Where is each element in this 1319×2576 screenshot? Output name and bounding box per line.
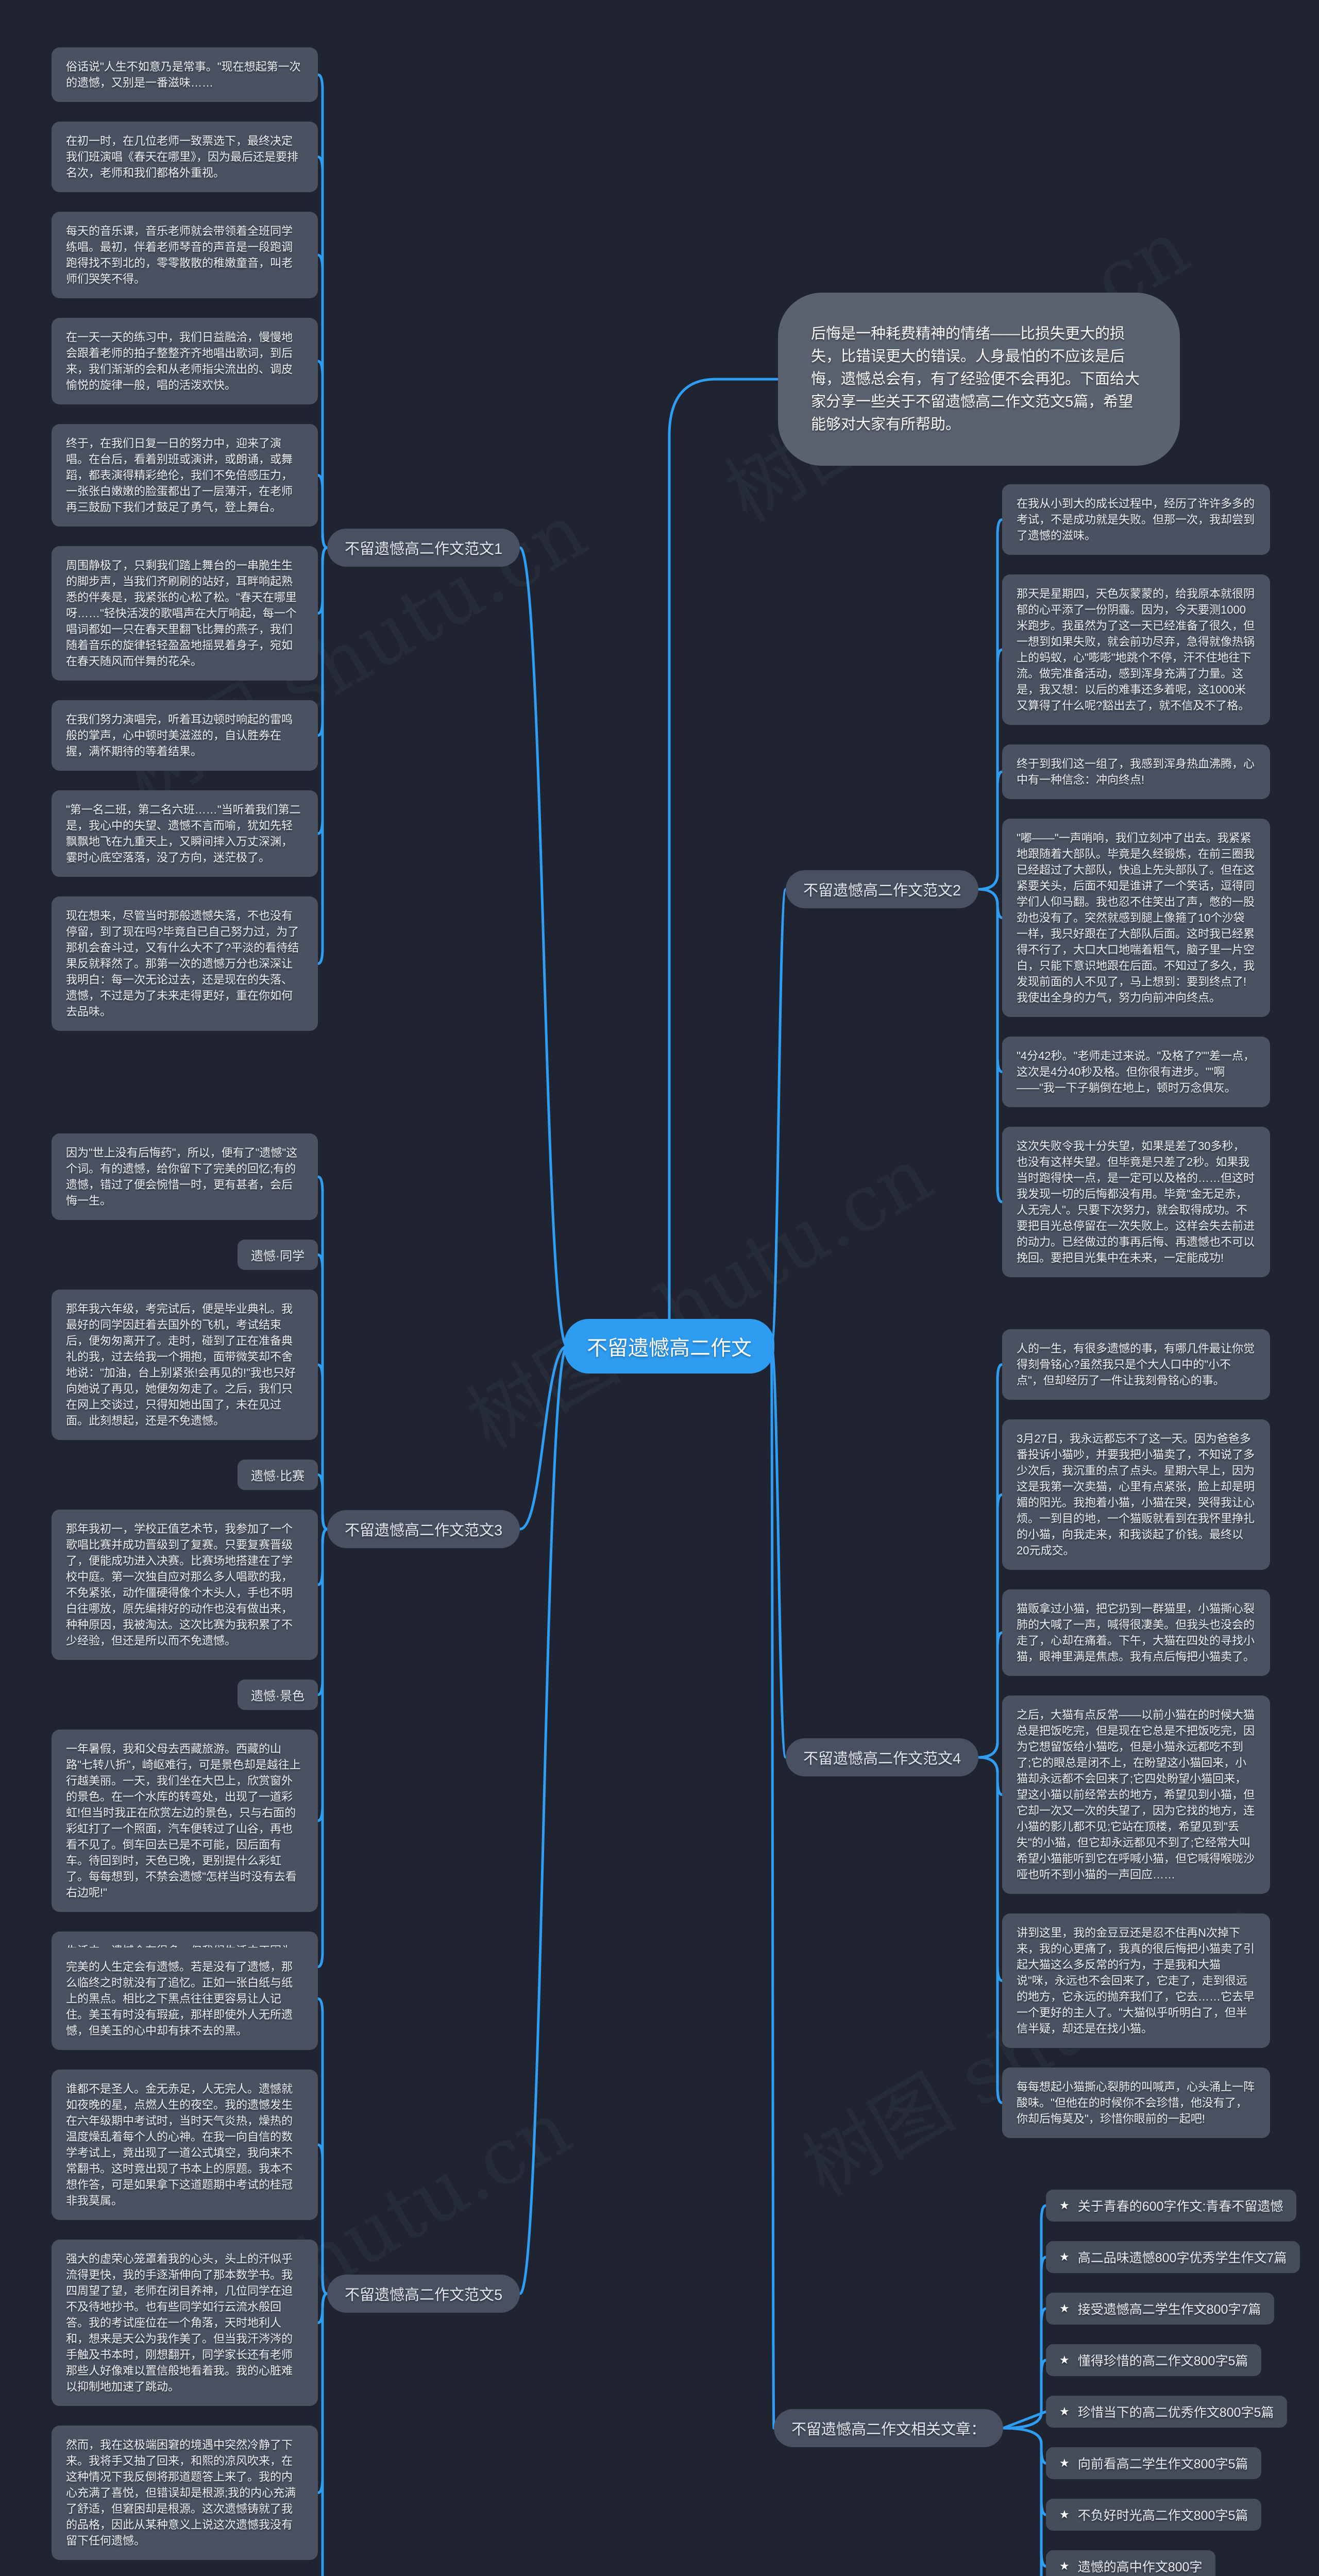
branch-fanwen4[interactable]: 不留遗憾高二作文范文4 <box>786 1738 979 1776</box>
star-icon: ★ <box>1059 2250 1070 2263</box>
essay-paragraph-node[interactable]: "嘟——"一声哨响，我们立刻冲了出去。我紧紧地跟随着大部队。毕竟是久经锻炼，在前… <box>1002 819 1270 1017</box>
tag-node[interactable]: 遗憾·比赛 <box>238 1460 318 1490</box>
essay-paragraph-node[interactable]: 在初一时，在几位老师一致票选下，最终决定我们班演唱《春天在哪里》，因为最后还是要… <box>52 122 318 192</box>
essay-paragraph-node[interactable]: 每每想起小猫撕心裂肺的叫喊声，心头涌上一阵酸味。"但他在的时候你不会珍惜，他没有… <box>1002 2067 1270 2138</box>
essay-paragraph-node[interactable]: 那年我初一，学校正值艺术节，我参加了一个歌唱比赛并成功晋级到了复赛。只要复赛晋级… <box>52 1510 318 1660</box>
essay-paragraph-node[interactable]: 在一天一天的练习中，我们日益融洽，慢慢地会跟着老师的拍子整整齐齐地唱出歌词，到后… <box>52 318 318 404</box>
branch-fanwen5[interactable]: 不留遗憾高二作文范文5 <box>327 2275 520 2313</box>
star-icon: ★ <box>1059 2353 1070 2366</box>
branch-fanwen2[interactable]: 不留遗憾高二作文范文2 <box>786 870 979 908</box>
star-icon: ★ <box>1059 2405 1070 2418</box>
related-article-item[interactable]: ★ 向前看高二学生作文800字5篇 <box>1046 2447 1262 2479</box>
intro-note[interactable]: 后悔是一种耗费精神的情绪——比损失更大的损失，比错误更大的错误。人身最怕的不应该… <box>778 293 1180 466</box>
essay-paragraph-node[interactable]: 在我们努力演唱完，听着耳边顿时响起的雷鸣般的掌声，心中顿时美滋滋的，自认胜券在握… <box>52 700 318 771</box>
essay-paragraph-node[interactable]: 然而，我在这极端困窘的境遇中突然冷静了下来。我将手又抽了回来，和熙的凉风吹来，在… <box>52 2426 318 2560</box>
tag-node[interactable]: 遗憾·景色 <box>238 1680 318 1710</box>
branch-related-articles[interactable]: 不留遗憾高二作文相关文章： <box>774 2409 1004 2447</box>
star-icon: ★ <box>1059 2302 1070 2315</box>
star-icon: ★ <box>1059 2456 1070 2469</box>
star-icon: ★ <box>1059 2508 1070 2521</box>
essay-paragraph-node[interactable]: 现在想来，尽管当时那般遗憾失落，不也没有停留，到了现在吗?毕竟自已自己努力过，为… <box>52 896 318 1031</box>
essay-paragraph-node[interactable]: 这次失败令我十分失望，如果是差了30多秒，也没有这样失望。但毕竟是只差了2秒。如… <box>1002 1127 1270 1277</box>
related-article-item[interactable]: ★ 关于青春的600字作文:青春不留遗憾 <box>1046 2190 1297 2222</box>
essay-paragraph-node[interactable]: 每天的音乐课，音乐老师就会带领着全班同学练唱。最初，伴着老师琴音的声音是一段跑调… <box>52 212 318 298</box>
essay-paragraph-node[interactable]: 3月27日，我永远都忘不了这一天。因为爸爸多番投诉小猫吵，并要我把小猫卖了，不知… <box>1002 1419 1270 1570</box>
essay-paragraph-node[interactable]: 在我从小到大的成长过程中，经历了许许多多的考试，不是成功就是失败。但那一次，我却… <box>1002 484 1270 555</box>
tag-node[interactable]: 遗憾·同学 <box>238 1240 318 1270</box>
essay-paragraph-node[interactable]: 谁都不是圣人。金无赤足，人无完人。遗憾就如夜晚的星，点燃人生的夜空。我的遗憾发生… <box>52 2070 318 2220</box>
related-article-label: 遗憾的高中作文800字 <box>1077 2560 1203 2574</box>
essay-paragraph-node[interactable]: 那天是星期四，天色灰蒙蒙的，给我原本就很阴郁的心平添了一份阴霾。因为，今天要测1… <box>1002 574 1270 725</box>
central-topic[interactable]: 不留遗憾高二作文 <box>564 1319 774 1374</box>
branch-fanwen3[interactable]: 不留遗憾高二作文范文3 <box>327 1510 520 1548</box>
related-article-item[interactable]: ★ 遗憾的高中作文800字 <box>1046 2550 1216 2576</box>
related-article-label: 不负好时光高二作文800字5篇 <box>1077 2509 1248 2523</box>
essay-paragraph-node[interactable]: 完美的人生定会有遗憾。若是没有了遗憾，那么临终之时就没有了追忆。正如一张白纸与纸… <box>52 1947 318 2050</box>
essay-paragraph-node[interactable]: 人的一生，有很多遗憾的事，有哪几件最让你觉得刻骨铭心?虽然我只是个大人口中的"小… <box>1002 1329 1270 1400</box>
essay-paragraph-node[interactable]: 周围静极了，只剩我们踏上舞台的一串脆生生的脚步声，当我们齐刷刷的站好，耳畔响起熟… <box>52 546 318 681</box>
related-article-item[interactable]: ★ 不负好时光高二作文800字5篇 <box>1046 2499 1262 2531</box>
essay-paragraph-node[interactable]: 猫贩拿过小猫，把它扔到一群猫里，小猫撕心裂肺的大喊了一声，喊得很凄美。但我头也没… <box>1002 1589 1270 1676</box>
essay-paragraph-node[interactable]: 俗话说"人生不如意乃是常事。"现在想起第一次的遗憾，又别是一番滋味…… <box>52 47 318 102</box>
related-article-item[interactable]: ★ 高二品味遗憾800字优秀学生作文7篇 <box>1046 2241 1300 2273</box>
essay-paragraph-node[interactable]: 讲到这里，我的金豆豆还是忍不住再N次掉下来，我的心更痛了，我真的很后悔把小猫卖了… <box>1002 1913 1270 2048</box>
essay-paragraph-node[interactable]: "第一名二班，第二名六班……"当听着我们第二是，我心中的失望、遗憾不言而喻，犹如… <box>52 790 318 877</box>
related-article-label: 接受遗憾高二学生作文800字7篇 <box>1077 2302 1261 2317</box>
related-article-label: 向前看高二学生作文800字5篇 <box>1077 2457 1248 2471</box>
branch-fanwen1[interactable]: 不留遗憾高二作文范文1 <box>327 529 520 567</box>
related-article-item[interactable]: ★ 接受遗憾高二学生作文800字7篇 <box>1046 2293 1275 2325</box>
essay-paragraph-node[interactable]: "4分42秒。"老师走过来说。"及格了?""差一点，这次是4分40秒及格。但你很… <box>1002 1037 1270 1107</box>
essay-paragraph-node[interactable]: 之后，大猫有点反常——以前小猫在的时候大猫总是把饭吃完，但是现在它总是不把饭吃完… <box>1002 1696 1270 1894</box>
related-article-label: 高二品味遗憾800字优秀学生作文7篇 <box>1077 2251 1287 2265</box>
essay-paragraph-node[interactable]: 终于到我们这一组了，我感到浑身热血沸腾，心中有一种信念：冲向终点! <box>1002 744 1270 799</box>
related-article-item[interactable]: ★ 珍惜当下的高二优秀作文800字5篇 <box>1046 2396 1288 2428</box>
related-article-label: 关于青春的600字作文:青春不留遗憾 <box>1077 2199 1283 2214</box>
related-article-label: 懂得珍惜的高二作文800字5篇 <box>1077 2354 1248 2368</box>
star-icon: ★ <box>1059 2560 1070 2572</box>
essay-paragraph-node[interactable]: 强大的虚荣心笼罩着我的心头，头上的汗似乎流得更快，我的手逐渐伸向了那本数学书。我… <box>52 2240 318 2406</box>
essay-paragraph-node[interactable]: 因为"世上没有后悔药"，所以，便有了"遗憾"这个词。有的遗憾，给你留下了完美的回… <box>52 1133 318 1220</box>
related-article-label: 珍惜当下的高二优秀作文800字5篇 <box>1077 2405 1274 2420</box>
essay-paragraph-node[interactable]: 那年我六年级，考完试后，便是毕业典礼。我最好的同学因赶着去国外的飞机，考试结束后… <box>52 1290 318 1440</box>
related-article-item[interactable]: ★ 懂得珍惜的高二作文800字5篇 <box>1046 2344 1262 2376</box>
star-icon: ★ <box>1059 2199 1070 2212</box>
essay-paragraph-node[interactable]: 终于，在我们日复一日的努力中，迎来了演唱。在台后，看着别班或演讲，或朗诵，或舞蹈… <box>52 424 318 527</box>
essay-paragraph-node[interactable]: 一年暑假，我和父母去西藏旅游。西藏的山路"七转八折"，崎岖难行，可是景色却是越往… <box>52 1730 318 1912</box>
